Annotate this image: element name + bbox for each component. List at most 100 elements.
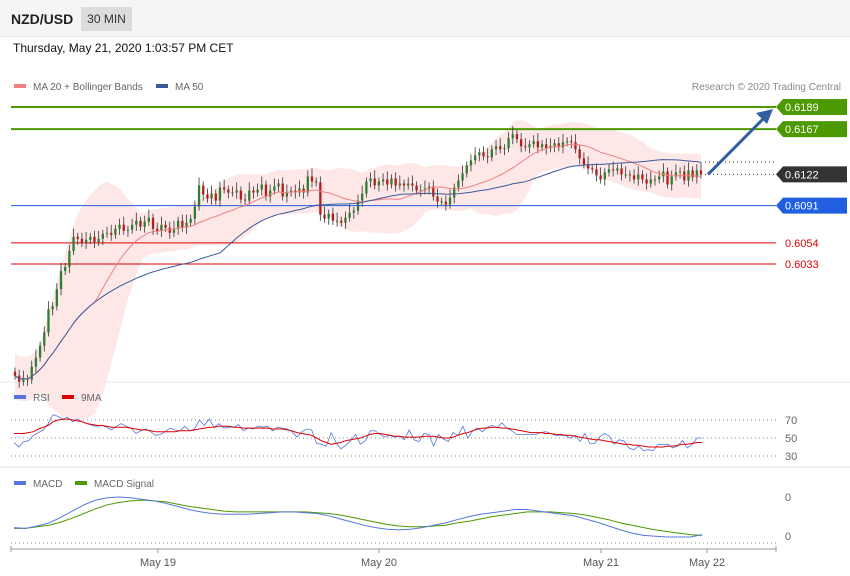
candle-body bbox=[185, 222, 188, 228]
candle-body bbox=[97, 238, 100, 242]
x-tick-label: May 19 bbox=[140, 557, 176, 569]
candle-body bbox=[365, 181, 368, 194]
candle-body bbox=[273, 186, 276, 191]
rsi-tick-70: 70 bbox=[785, 415, 797, 427]
candle-body bbox=[519, 139, 523, 147]
candle-body bbox=[76, 236, 79, 239]
forecast-arrow-shaft bbox=[706, 114, 768, 176]
level-label-0.6033: 0.6033 bbox=[785, 259, 819, 271]
candle-body bbox=[130, 224, 134, 230]
candle-body bbox=[666, 171, 669, 185]
candle-body bbox=[524, 146, 527, 148]
rsi-tick-30: 30 bbox=[785, 451, 797, 463]
level-tag-0.6189 bbox=[776, 99, 847, 115]
candle-body bbox=[264, 184, 268, 197]
legend-swatch-ma50 bbox=[156, 84, 168, 88]
candle-body bbox=[394, 178, 397, 186]
candle-body bbox=[478, 152, 481, 156]
candle-body bbox=[72, 236, 75, 251]
rsi-ma-line bbox=[14, 418, 702, 448]
candle-body bbox=[243, 199, 247, 201]
legend-macd-signal-label: MACD Signal bbox=[94, 479, 154, 490]
legend-swatch-rsi-ma bbox=[62, 395, 74, 399]
rsi-panel bbox=[11, 414, 776, 457]
legend-rsi-ma-label: 9MA bbox=[81, 393, 102, 404]
macd-line bbox=[13, 496, 703, 538]
research-credit: Research © 2020 Trading Central bbox=[692, 82, 841, 93]
candle-body bbox=[557, 143, 560, 148]
candle-body bbox=[528, 144, 531, 148]
candle-body bbox=[47, 309, 50, 333]
macd-tick-upper: 0 bbox=[785, 492, 791, 504]
level-label-0.6091: 0.6091 bbox=[785, 201, 819, 213]
x-tick-label: May 22 bbox=[689, 557, 725, 569]
candle-body bbox=[172, 228, 176, 233]
legend-swatch-rsi bbox=[14, 395, 26, 399]
candle-body bbox=[101, 233, 104, 239]
candle-body bbox=[624, 174, 627, 176]
candle-body bbox=[503, 148, 506, 150]
candle-body bbox=[80, 238, 84, 243]
candle-body bbox=[570, 141, 573, 143]
candle-body bbox=[373, 178, 376, 186]
candle-body bbox=[168, 227, 171, 233]
candle-body bbox=[143, 221, 146, 227]
candle-body bbox=[256, 189, 259, 193]
candle-body bbox=[176, 220, 180, 229]
candle-body bbox=[231, 192, 234, 194]
x-axis: May 19 May 20 May 21 May 22 bbox=[10, 546, 777, 569]
candle-body bbox=[695, 170, 698, 178]
candle-body bbox=[595, 169, 598, 176]
candle-body bbox=[64, 267, 67, 272]
candle-body bbox=[285, 192, 289, 197]
candle-body bbox=[51, 306, 54, 310]
candle-body bbox=[603, 172, 606, 180]
candle-body bbox=[156, 228, 159, 231]
candle-body bbox=[511, 134, 514, 139]
legend-ma20-label: MA 20 + Bollinger Bands bbox=[33, 82, 143, 93]
legend-swatch-macd-signal bbox=[75, 481, 87, 485]
candle-body bbox=[494, 146, 498, 150]
candle-body bbox=[637, 174, 640, 180]
candle-body bbox=[34, 357, 38, 367]
candle-body bbox=[59, 271, 63, 290]
candle-body bbox=[670, 176, 673, 185]
candle-body bbox=[227, 189, 230, 193]
candle-body bbox=[89, 236, 92, 240]
candle-body bbox=[386, 179, 389, 185]
candle-body bbox=[645, 179, 648, 184]
candle-body bbox=[93, 236, 96, 242]
candle-body bbox=[658, 176, 661, 180]
candle-body bbox=[252, 190, 255, 193]
candle-body bbox=[22, 378, 25, 382]
candle-body bbox=[678, 171, 682, 173]
candle-body bbox=[218, 187, 222, 201]
candle-body bbox=[43, 332, 46, 346]
candle-body bbox=[407, 183, 410, 186]
candle-body bbox=[674, 172, 678, 177]
candle-body bbox=[499, 146, 502, 150]
candle-body bbox=[348, 212, 351, 218]
candle-body bbox=[411, 183, 414, 186]
candle-body bbox=[38, 345, 42, 358]
candle-body bbox=[641, 174, 644, 180]
timeframe-badge[interactable]: 30 MIN bbox=[81, 7, 132, 31]
candle-body bbox=[457, 180, 460, 188]
bollinger-band bbox=[15, 120, 701, 422]
candle-body bbox=[436, 196, 439, 202]
candle-body bbox=[616, 168, 619, 171]
candle-body bbox=[532, 141, 535, 145]
candle-body bbox=[507, 138, 510, 149]
legend-ma50-label: MA 50 bbox=[175, 82, 204, 93]
macd-panel bbox=[11, 496, 776, 544]
candle-body bbox=[461, 173, 464, 181]
level-tag-0.6091 bbox=[776, 197, 847, 214]
candle-body bbox=[377, 181, 381, 186]
macd-signal-line bbox=[14, 499, 703, 536]
candle-body bbox=[582, 158, 586, 165]
forecast-arrow-head bbox=[756, 109, 773, 124]
candle-body bbox=[465, 165, 468, 174]
candle-body bbox=[214, 193, 217, 201]
candle-body bbox=[427, 186, 431, 189]
candle-body bbox=[331, 213, 335, 221]
